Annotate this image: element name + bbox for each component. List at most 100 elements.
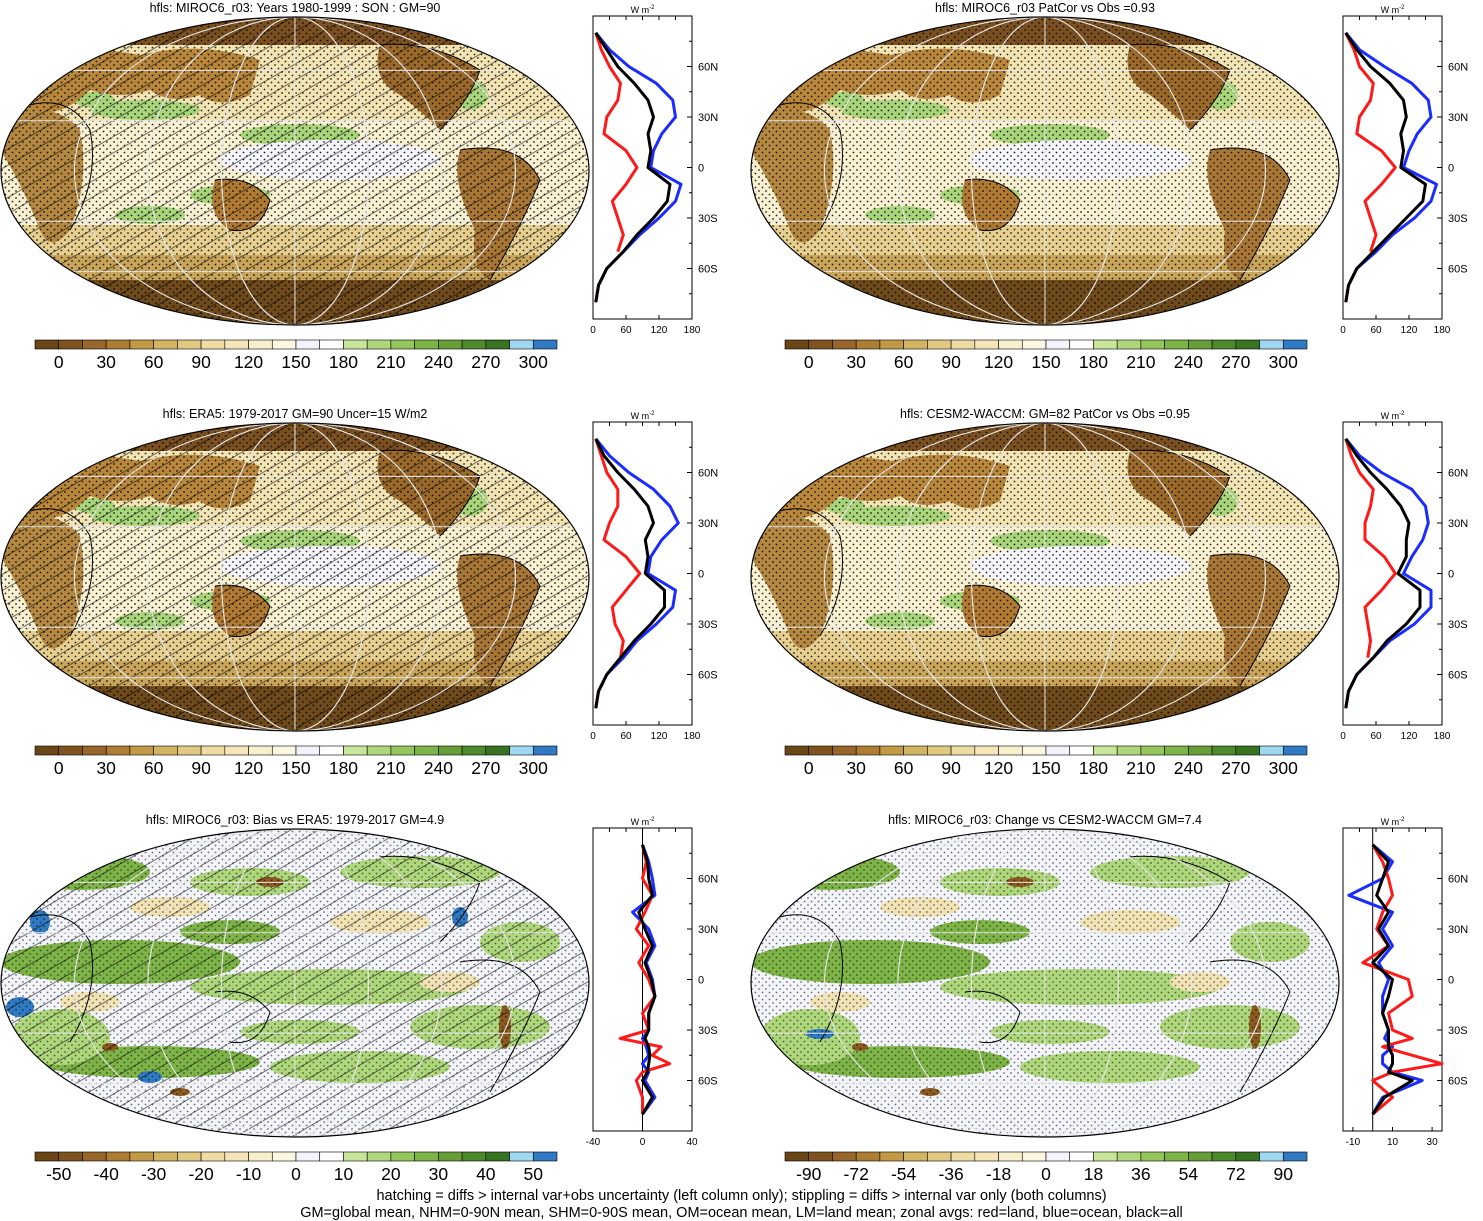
x-tick-label: 120 <box>1401 325 1418 336</box>
x-tick-label: 60 <box>620 731 632 742</box>
x-tick-label: 0 <box>1340 325 1346 336</box>
colorbar-swatch <box>784 1151 810 1162</box>
colorbar-swatch <box>903 339 928 350</box>
panel-title: hfls: MIROC6_r03: Years 1980-1999 : SON … <box>149 1 441 15</box>
colorbar-swatch <box>1069 339 1094 350</box>
colorbar-swatch <box>1045 745 1071 756</box>
colorbar-swatch <box>1164 1151 1189 1162</box>
colorbar-swatch <box>200 1151 226 1162</box>
colorbar-label: 240 <box>424 758 453 778</box>
colorbar-swatch <box>461 1151 487 1162</box>
colorbar-label: 30 <box>429 1164 449 1184</box>
colorbar-swatch <box>927 745 952 756</box>
x-tick-label: 120 <box>651 325 668 336</box>
colorbar: -50 -40 -30 -20 -10 0 10 20 30 40 50 <box>34 1151 558 1184</box>
footer-line-1: hatching = diffs > internal var+obs unce… <box>376 1188 1107 1204</box>
colorbar-label: 270 <box>471 758 500 778</box>
x-tick-label: 0 <box>590 325 596 336</box>
colorbar-swatch <box>950 1151 976 1162</box>
colorbar-label: 240 <box>1174 352 1203 372</box>
panel-graphic: W m-2 60N 30N 0 30S 60S 0 60 120 180 0 30 60 90 120 150… <box>750 411 1468 778</box>
colorbar: 0 30 60 90 120 150 180 210 240 270 300 <box>784 745 1308 778</box>
colorbar-label: 0 <box>804 352 814 372</box>
zonal-profile: W m-2 60N 30N 0 30S 60S 0 60 120 180 <box>1340 5 1468 336</box>
x-tick-label: 40 <box>686 1137 698 1148</box>
colorbar-swatch <box>532 745 558 756</box>
colorbar-swatch <box>319 745 344 756</box>
lat-tick-label: 30N <box>698 112 718 124</box>
colorbar-label: -18 <box>986 1164 1011 1184</box>
colorbar-swatch <box>1259 339 1284 350</box>
lat-tick-label: 0 <box>698 163 704 175</box>
colorbar-label: 270 <box>1221 758 1250 778</box>
colorbar-swatch <box>1140 1151 1165 1162</box>
lat-tick-label: 30S <box>1448 213 1468 225</box>
colorbar-label: 90 <box>941 352 961 372</box>
lat-tick-label: 30N <box>698 924 718 936</box>
x-tick-label: 180 <box>1434 325 1451 336</box>
panel-2: hfls: MIROC6_r03 PatCor vs Obs =0.93 W m-… <box>750 0 1483 390</box>
colorbar-label: -30 <box>141 1164 167 1184</box>
colorbar-swatch <box>808 1151 833 1162</box>
x-tick-label: 180 <box>684 325 701 336</box>
colorbar-swatch <box>832 1151 857 1162</box>
colorbar-label: 240 <box>1174 758 1203 778</box>
colorbar-swatch <box>271 339 297 350</box>
colorbar-label: 18 <box>1084 1164 1103 1184</box>
lat-tick-label: 60S <box>1448 1076 1468 1088</box>
colorbar-swatch <box>950 339 976 350</box>
panel-1: hfls: MIROC6_r03: Years 1980-1999 : SON … <box>0 0 740 390</box>
lat-tick-label: 30S <box>1448 619 1468 631</box>
colorbar-swatch <box>1093 1151 1118 1162</box>
colorbar-label: 270 <box>471 352 500 372</box>
colorbar-swatch <box>461 339 487 350</box>
colorbar-swatch <box>1211 339 1237 350</box>
colorbar-label: -72 <box>844 1164 869 1184</box>
colorbar-swatch <box>998 1151 1023 1162</box>
footer-line-2: GM=global mean, NHM=0-90N mean, SHM=0-90… <box>300 1205 1183 1221</box>
colorbar-label: 180 <box>1079 758 1108 778</box>
colorbar-swatch <box>1069 745 1094 756</box>
colorbar-swatch <box>1093 339 1118 350</box>
colorbar-swatch <box>1021 339 1047 350</box>
panel-graphic: W m-2 60N 30N 0 30S 60S 0 60 120 180 0 30 60 90 120 150… <box>0 5 718 372</box>
colorbar-swatch <box>1045 1151 1071 1162</box>
colorbar-label: 300 <box>1269 352 1298 372</box>
zonal-profile: W m-2 60N 30N 0 30S 60S -40 0 40 <box>586 817 718 1148</box>
colorbar-label: 210 <box>1126 352 1155 372</box>
colorbar-swatch <box>343 1151 368 1162</box>
colorbar-swatch <box>343 339 368 350</box>
lat-tick-label: 60S <box>1448 264 1468 276</box>
colorbar-swatch <box>1188 339 1213 350</box>
colorbar-swatch <box>295 745 321 756</box>
x-tick-label: 0 <box>590 731 596 742</box>
colorbar-swatch <box>509 339 534 350</box>
lat-tick-label: 30N <box>1448 518 1468 530</box>
colorbar-swatch <box>58 339 83 350</box>
colorbar-swatch <box>58 745 83 756</box>
colorbar-label: 180 <box>1079 352 1108 372</box>
series-line-all <box>637 844 657 1115</box>
colorbar-swatch <box>974 339 999 350</box>
profile-unit-label: W m-2 <box>631 411 655 421</box>
colorbar-swatch <box>509 745 534 756</box>
colorbar-label: -10 <box>236 1164 262 1184</box>
colorbar-label: 20 <box>381 1164 401 1184</box>
panel-title: hfls: ERA5: 1979-2017 GM=90 Uncer=15 W/m… <box>162 407 428 421</box>
colorbar-label: 30 <box>96 758 116 778</box>
colorbar-label: 270 <box>1221 352 1250 372</box>
colorbar-swatch <box>248 1151 273 1162</box>
colorbar-label: 120 <box>234 352 263 372</box>
colorbar-swatch <box>879 1151 904 1162</box>
colorbar-swatch <box>1282 339 1308 350</box>
lat-tick-label: 0 <box>698 569 704 581</box>
colorbar-swatch <box>295 1151 321 1162</box>
colorbar-swatch <box>1259 1151 1284 1162</box>
colorbar-label: 90 <box>191 758 211 778</box>
series-line-ocean <box>1347 843 1424 1115</box>
colorbar: 0 30 60 90 120 150 180 210 240 270 300 <box>34 339 558 372</box>
colorbar-label: 300 <box>519 758 548 778</box>
colorbar-swatch <box>295 339 321 350</box>
colorbar-swatch <box>1021 745 1047 756</box>
lat-tick-label: 30S <box>1448 1025 1468 1037</box>
